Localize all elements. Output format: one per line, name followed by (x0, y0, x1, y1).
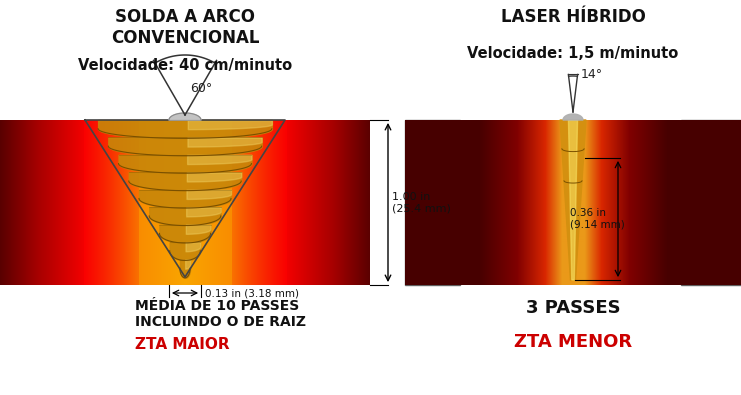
Text: ZTA MENOR: ZTA MENOR (514, 333, 632, 351)
Text: SOLDA A ARCO
CONVENCIONAL: SOLDA A ARCO CONVENCIONAL (110, 8, 259, 47)
Text: 14°: 14° (581, 68, 602, 81)
Polygon shape (568, 120, 577, 280)
Polygon shape (169, 113, 201, 120)
Text: 0.13 in (3.18 mm): 0.13 in (3.18 mm) (205, 288, 299, 298)
Bar (681, 120, 741, 285)
Text: 1.00 in
(25.4 mm): 1.00 in (25.4 mm) (392, 192, 451, 213)
Polygon shape (563, 114, 583, 120)
Text: 3 PASSES: 3 PASSES (525, 299, 620, 317)
Polygon shape (560, 120, 586, 280)
Text: ZTA MAIOR: ZTA MAIOR (135, 337, 230, 352)
Text: 60°: 60° (190, 81, 212, 94)
Text: Velocidade: 1,5 m/minuto: Velocidade: 1,5 m/minuto (468, 46, 679, 61)
Text: 0.36 in
(9.14 mm): 0.36 in (9.14 mm) (570, 208, 625, 230)
Bar (405, 120, 460, 285)
Text: LASER HÍBRIDO: LASER HÍBRIDO (501, 8, 645, 26)
Text: MÉDIA DE 10 PASSES
INCLUINDO O DE RAIZ: MÉDIA DE 10 PASSES INCLUINDO O DE RAIZ (135, 299, 306, 329)
Text: Velocidade: 40 cm/minuto: Velocidade: 40 cm/minuto (78, 58, 292, 73)
